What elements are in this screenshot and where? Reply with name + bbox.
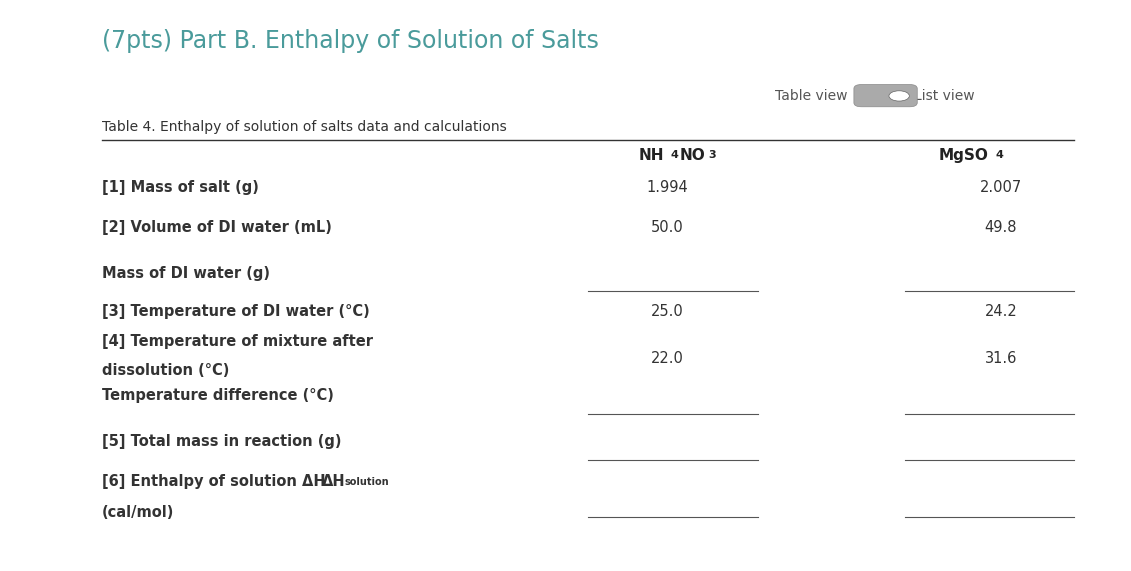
Text: 50.0: 50.0: [651, 220, 683, 235]
Text: Table view: Table view: [775, 89, 847, 103]
Text: [5] Total mass in reaction (g): [5] Total mass in reaction (g): [102, 434, 342, 449]
Text: (cal/mol): (cal/mol): [102, 505, 174, 520]
Text: 4: 4: [671, 150, 679, 160]
FancyBboxPatch shape: [854, 85, 917, 107]
Text: List view: List view: [914, 89, 975, 103]
Text: 22.0: 22.0: [650, 351, 684, 366]
Text: Mass of DI water (g): Mass of DI water (g): [102, 266, 270, 280]
Text: dissolution (°C): dissolution (°C): [102, 363, 230, 377]
Text: [4] Temperature of mixture after: [4] Temperature of mixture after: [102, 334, 373, 349]
Text: Table 4. Enthalpy of solution of salts data and calculations: Table 4. Enthalpy of solution of salts d…: [102, 120, 507, 134]
Text: ΔH: ΔH: [322, 474, 346, 489]
Text: 49.8: 49.8: [985, 220, 1017, 235]
Text: 4: 4: [995, 150, 1003, 160]
Text: 31.6: 31.6: [985, 351, 1017, 366]
Text: [2] Volume of DI water (mL): [2] Volume of DI water (mL): [102, 220, 331, 235]
Text: [6] Enthalpy of solution ΔH: [6] Enthalpy of solution ΔH: [102, 474, 326, 489]
Text: solution: solution: [345, 477, 389, 487]
Text: (7pts) Part B. Enthalpy of Solution of Salts: (7pts) Part B. Enthalpy of Solution of S…: [102, 29, 598, 53]
Text: 3: 3: [708, 150, 716, 160]
Text: 1.994: 1.994: [647, 180, 688, 195]
Text: 2.007: 2.007: [979, 180, 1022, 195]
Text: 25.0: 25.0: [651, 304, 683, 319]
Text: Temperature difference (°C): Temperature difference (°C): [102, 388, 334, 403]
Text: NH: NH: [639, 148, 665, 163]
Text: NO: NO: [680, 148, 706, 163]
Text: [1] Mass of salt (g): [1] Mass of salt (g): [102, 180, 259, 195]
Text: 24.2: 24.2: [985, 304, 1017, 319]
Text: [3] Temperature of DI water (°C): [3] Temperature of DI water (°C): [102, 304, 370, 319]
Circle shape: [889, 91, 909, 101]
Text: MgSO: MgSO: [939, 148, 988, 163]
